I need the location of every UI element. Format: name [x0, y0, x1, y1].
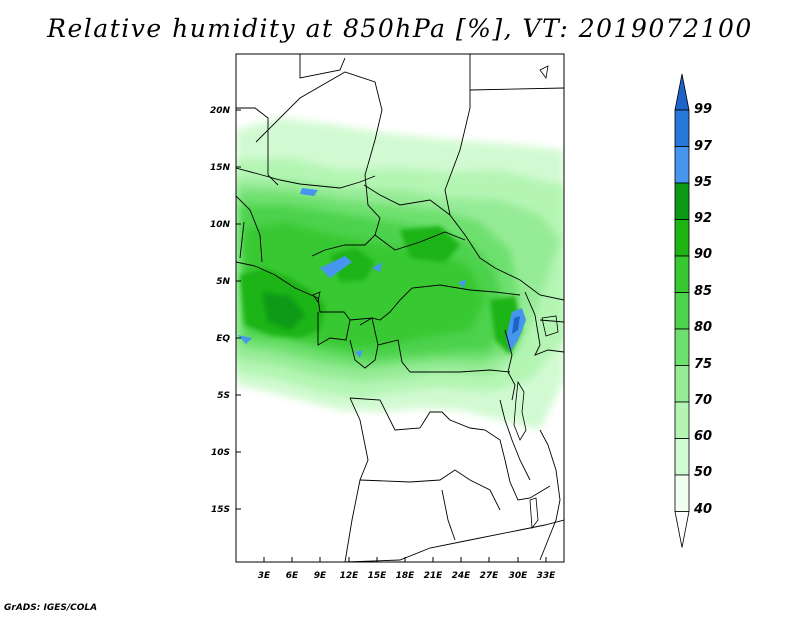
colorbar-label-60: 60: [694, 429, 712, 444]
colorbar-segment-40: [674, 474, 690, 512]
colorbar-segment-80: [674, 292, 690, 330]
lon-label-18e: 18E: [396, 571, 416, 581]
colorbar-label-95: 95: [694, 175, 712, 190]
lat-label-15s: 15S: [211, 505, 230, 515]
colorbar-label-99: 99: [694, 102, 712, 117]
lakes: [312, 65, 559, 530]
colorbar-segment-90: [674, 219, 690, 257]
colorbar-labels: 99 97 95 92 90 85 80 75 70 60 50 40: [693, 102, 713, 517]
colorbar-label-97: 97: [694, 139, 713, 154]
colorbar-arrow-bottom: [674, 511, 690, 548]
colorbar-label-40: 40: [693, 502, 712, 517]
footer-credit: GrADS: IGES/COLA: [4, 603, 98, 613]
lon-label-21e: 21E: [424, 571, 444, 581]
lat-label-15n: 15N: [210, 163, 231, 173]
lat-label-eq: EQ: [216, 334, 230, 344]
colorbar-label-80: 80: [694, 320, 712, 335]
lon-label-6e: 6E: [286, 571, 299, 581]
colorbar-label-50: 50: [694, 465, 712, 480]
lon-label-27e: 27E: [480, 571, 500, 581]
colorbar-segment-97: [674, 109, 690, 147]
colorbar: [674, 73, 690, 548]
colorbar-label-92: 92: [694, 211, 712, 226]
colorbar-label-70: 70: [694, 393, 712, 408]
lon-label-33e: 33E: [537, 571, 557, 581]
longitude-axis: 3E 6E 9E 12E 15E 18E 21E 24E 27E 30E 33E: [258, 557, 556, 581]
latitude-axis: 20N 15N 10N 5N EQ 5S 10S 15S: [210, 106, 241, 515]
colorbar-arrow-top: [674, 73, 690, 111]
colorbar-segment-85: [674, 255, 690, 293]
lat-label-5s: 5S: [217, 391, 230, 401]
colorbar-segment-70: [674, 365, 690, 403]
lon-label-30e: 30E: [509, 571, 529, 581]
lon-label-12e: 12E: [340, 571, 360, 581]
humidity-field: [236, 118, 564, 430]
colorbar-segment-60: [674, 401, 690, 439]
lon-label-24e: 24E: [452, 571, 472, 581]
colorbar-label-85: 85: [694, 284, 712, 299]
lon-label-3e: 3E: [258, 571, 271, 581]
lon-label-15e: 15E: [368, 571, 388, 581]
lat-label-10s: 10S: [211, 448, 230, 458]
chart-title: Relative humidity at 850hPa [%], VT: 201…: [47, 14, 753, 43]
colorbar-segment-50: [674, 438, 690, 476]
colorbar-label-75: 75: [694, 357, 712, 372]
colorbar-segment-75: [674, 328, 690, 366]
colorbar-segment-92: [674, 182, 690, 220]
colorbar-label-90: 90: [694, 247, 712, 262]
country-borders: [236, 54, 564, 562]
lon-label-9e: 9E: [314, 571, 327, 581]
colorbar-segment-95: [674, 146, 690, 184]
lat-label-10n: 10N: [210, 220, 231, 230]
lat-label-20n: 20N: [210, 106, 231, 116]
lat-label-5n: 5N: [216, 277, 230, 287]
map-frame: [235, 53, 565, 563]
